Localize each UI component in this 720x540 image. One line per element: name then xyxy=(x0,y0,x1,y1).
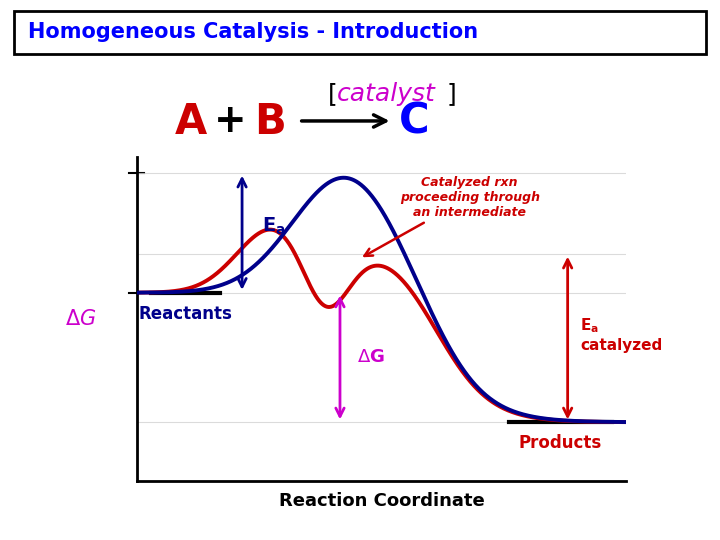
Text: $\mathbf{E_a}$: $\mathbf{E_a}$ xyxy=(261,215,285,237)
Text: [: [ xyxy=(328,83,338,106)
Text: Homogeneous Catalysis - Introduction: Homogeneous Catalysis - Introduction xyxy=(28,22,478,43)
Text: Reactants: Reactants xyxy=(139,305,233,322)
Text: $\Delta G$: $\Delta G$ xyxy=(65,308,96,329)
Text: C: C xyxy=(399,100,429,143)
Text: ]: ] xyxy=(446,83,456,106)
Text: $\mathbf{E_a}$
catalyzed: $\mathbf{E_a}$ catalyzed xyxy=(580,316,662,354)
Text: catalyst: catalyst xyxy=(337,83,436,106)
Text: B: B xyxy=(254,100,286,143)
FancyBboxPatch shape xyxy=(14,11,706,54)
Text: Products: Products xyxy=(518,434,602,452)
Text: Catalyzed rxn
proceeding through
an intermediate: Catalyzed rxn proceeding through an inte… xyxy=(364,176,540,256)
Text: $\Delta\mathbf{G}$: $\Delta\mathbf{G}$ xyxy=(357,348,385,367)
Text: A: A xyxy=(175,100,207,143)
X-axis label: Reaction Coordinate: Reaction Coordinate xyxy=(279,492,485,510)
Text: +: + xyxy=(214,103,247,140)
